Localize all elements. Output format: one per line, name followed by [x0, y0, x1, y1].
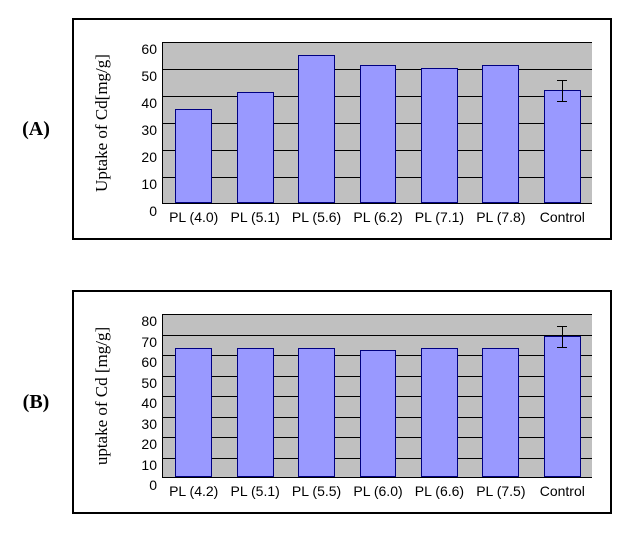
x-tick-label: PL (5.6): [292, 203, 341, 225]
bar: [360, 65, 397, 203]
bar: [175, 348, 212, 477]
x-tick-label: PL (4.0): [169, 203, 218, 225]
panel-row: (A)Uptake of Cd[mg/g]0102030405060PL (4.…: [0, 18, 637, 240]
gridline: [163, 314, 592, 315]
chart-frame: uptake of Cd [mg/g]01020304050607080PL (…: [72, 290, 612, 514]
y-tick-label: 10: [141, 457, 163, 473]
y-tick-label: 20: [141, 436, 163, 452]
bar: [298, 348, 335, 477]
y-tick-label: 20: [141, 149, 163, 165]
error-cap: [557, 101, 567, 102]
y-tick-label: 70: [141, 334, 163, 350]
plot-area: 01020304050607080PL (4.2)PL (5.1)PL (5.5…: [162, 314, 592, 478]
error-bar: [562, 80, 563, 102]
y-tick-label: 60: [141, 354, 163, 370]
y-tick-label: 40: [141, 395, 163, 411]
chart-frame: Uptake of Cd[mg/g]0102030405060PL (4.0)P…: [72, 18, 612, 240]
bar: [482, 65, 519, 203]
x-tick-label: Control: [540, 477, 585, 499]
y-tick-label: 60: [141, 41, 163, 57]
y-tick-label: 0: [149, 477, 163, 493]
panel-row: (B)uptake of Cd [mg/g]01020304050607080P…: [0, 290, 637, 514]
error-cap: [557, 347, 567, 348]
bar: [544, 90, 581, 203]
y-tick-label: 30: [141, 122, 163, 138]
x-tick-label: Control: [540, 203, 585, 225]
x-tick-label: PL (7.1): [415, 203, 464, 225]
bar: [237, 92, 274, 203]
bar: [298, 55, 335, 204]
gridline: [163, 335, 592, 336]
bar: [544, 336, 581, 477]
x-tick-label: PL (6.0): [353, 477, 402, 499]
error-bar: [562, 326, 563, 347]
panel-label: (B): [0, 391, 72, 414]
y-tick-label: 0: [149, 203, 163, 219]
y-axis-label: uptake of Cd [mg/g]: [92, 314, 112, 478]
bar: [360, 350, 397, 477]
y-tick-label: 30: [141, 416, 163, 432]
x-tick-label: PL (4.2): [169, 477, 218, 499]
x-tick-label: PL (6.6): [415, 477, 464, 499]
bar: [421, 68, 458, 203]
x-tick-label: PL (5.5): [292, 477, 341, 499]
y-tick-label: 50: [141, 68, 163, 84]
bar: [237, 348, 274, 477]
y-tick-label: 80: [141, 313, 163, 329]
chart: uptake of Cd [mg/g]01020304050607080PL (…: [80, 304, 594, 502]
bar: [482, 348, 519, 477]
x-tick-label: PL (7.8): [476, 203, 525, 225]
error-cap: [557, 80, 567, 81]
chart: Uptake of Cd[mg/g]0102030405060PL (4.0)P…: [80, 32, 594, 228]
bar: [175, 109, 212, 204]
x-tick-label: PL (5.1): [231, 203, 280, 225]
y-tick-label: 10: [141, 176, 163, 192]
error-cap: [557, 326, 567, 327]
x-tick-label: PL (6.2): [353, 203, 402, 225]
y-tick-label: 40: [141, 95, 163, 111]
y-axis-label: Uptake of Cd[mg/g]: [92, 42, 112, 204]
panel-label: (A): [0, 118, 72, 141]
x-tick-label: PL (5.1): [231, 477, 280, 499]
bar: [421, 348, 458, 477]
plot-area: 0102030405060PL (4.0)PL (5.1)PL (5.6)PL …: [162, 42, 592, 204]
x-tick-label: PL (7.5): [476, 477, 525, 499]
y-tick-label: 50: [141, 375, 163, 391]
gridline: [163, 42, 592, 43]
